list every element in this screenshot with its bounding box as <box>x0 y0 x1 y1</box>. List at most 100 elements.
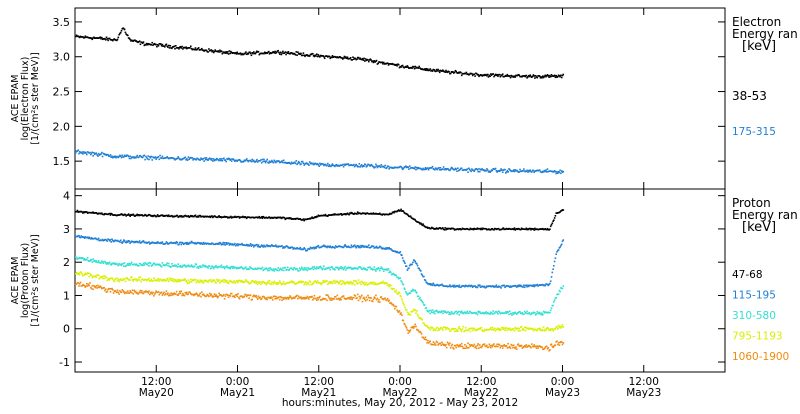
data-point <box>558 171 561 174</box>
data-point <box>227 282 230 285</box>
data-point <box>374 282 376 284</box>
data-point <box>422 167 424 170</box>
data-point <box>447 311 450 313</box>
data-point <box>246 159 249 162</box>
data-point <box>451 167 454 169</box>
data-point <box>116 39 118 42</box>
data-point <box>280 296 283 299</box>
data-point <box>298 267 301 269</box>
data-point <box>265 283 268 286</box>
data-point <box>501 347 504 349</box>
data-point <box>475 228 478 230</box>
data-point <box>499 75 502 78</box>
data-point <box>260 281 263 284</box>
data-point <box>464 284 467 287</box>
data-point <box>405 309 408 311</box>
data-point <box>268 162 270 164</box>
data-point <box>150 44 153 46</box>
data-point <box>256 296 258 299</box>
data-point <box>499 346 502 349</box>
data-point <box>319 266 321 269</box>
data-point <box>268 282 270 284</box>
data-point <box>502 328 505 330</box>
data-point <box>177 156 179 158</box>
data-point <box>356 245 359 247</box>
data-point <box>404 288 406 291</box>
data-point <box>530 346 532 349</box>
data-point <box>538 75 541 77</box>
data-point <box>119 279 121 281</box>
data-point <box>188 242 190 245</box>
data-point <box>409 292 412 294</box>
data-point <box>128 240 131 243</box>
data-point <box>319 295 321 298</box>
data-point <box>279 298 281 301</box>
data-point <box>433 343 435 346</box>
data-point <box>405 292 408 294</box>
data-point <box>371 60 374 62</box>
data-point <box>322 163 324 165</box>
data-point <box>557 341 560 344</box>
data-point <box>195 158 198 161</box>
data-point <box>279 245 282 248</box>
data-point <box>218 279 220 281</box>
data-point <box>257 50 260 53</box>
data-point <box>262 269 264 272</box>
data-point <box>425 168 428 171</box>
data-point <box>305 268 308 270</box>
data-point <box>298 280 301 283</box>
data-point <box>223 281 225 283</box>
data-point <box>539 327 542 330</box>
data-point <box>400 208 402 211</box>
y-tick-label: 0 <box>63 323 70 336</box>
data-point <box>437 167 439 170</box>
data-point <box>535 313 538 315</box>
data-point <box>447 168 450 170</box>
data-point <box>490 344 493 347</box>
data-point <box>340 265 342 268</box>
data-point <box>442 70 445 72</box>
data-point <box>404 262 406 264</box>
data-point <box>322 280 324 282</box>
data-point <box>529 169 531 171</box>
data-point <box>138 292 140 295</box>
data-point <box>518 74 520 76</box>
data-point <box>204 264 206 267</box>
data-point <box>114 155 116 158</box>
data-point <box>185 293 187 295</box>
data-point <box>92 155 94 157</box>
data-point <box>119 155 122 157</box>
legend-entry: 795-1193 <box>732 331 783 343</box>
data-point <box>527 284 529 287</box>
data-point <box>424 279 427 282</box>
data-point <box>324 298 327 300</box>
data-point <box>195 263 198 266</box>
data-point <box>322 267 324 270</box>
data-point <box>274 298 276 300</box>
data-point <box>344 213 346 215</box>
data-point <box>120 291 123 294</box>
data-point <box>429 312 431 315</box>
data-point <box>538 169 540 172</box>
data-point <box>307 267 309 269</box>
data-point <box>547 347 550 349</box>
data-point <box>445 69 447 72</box>
data-point <box>304 269 306 271</box>
data-point <box>409 314 412 316</box>
data-point <box>423 168 426 171</box>
data-point <box>420 331 422 334</box>
data-point <box>207 51 209 53</box>
data-point <box>97 237 100 240</box>
data-point <box>108 288 111 290</box>
data-point <box>264 267 267 269</box>
data-point <box>353 294 356 296</box>
data-point <box>367 246 369 249</box>
data-point <box>98 278 101 280</box>
data-point <box>238 296 240 299</box>
data-point <box>405 66 408 68</box>
data-point <box>331 282 334 285</box>
data-point <box>549 311 551 314</box>
data-point <box>316 280 319 282</box>
data-point <box>349 246 352 249</box>
data-point <box>533 229 535 231</box>
